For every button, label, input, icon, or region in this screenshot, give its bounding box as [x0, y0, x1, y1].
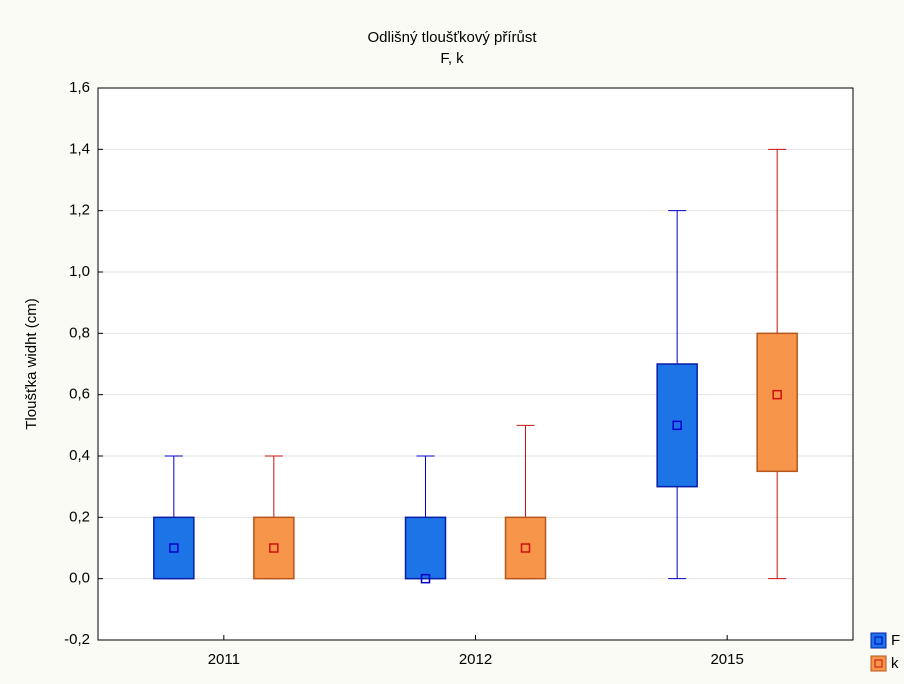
- box: [656, 363, 698, 488]
- plot-area: [98, 88, 853, 640]
- legend-marker: [874, 636, 883, 645]
- box: [404, 516, 447, 580]
- box: [504, 516, 547, 580]
- y-tick-label: 0,2: [69, 508, 90, 525]
- median-marker: [520, 543, 531, 553]
- box: [153, 516, 195, 580]
- box: [253, 516, 295, 580]
- legend-swatch: [870, 632, 887, 649]
- median-marker: [420, 573, 431, 584]
- median-marker: [672, 420, 682, 431]
- y-tick-label: 0,0: [69, 570, 90, 587]
- median-marker: [169, 543, 179, 553]
- x-tick-label: 2015: [710, 651, 743, 668]
- box: [756, 332, 798, 473]
- y-tick-label: -0,2: [64, 631, 90, 648]
- chart-subtitle: F, k: [440, 50, 464, 67]
- y-tick-label: 1,0: [69, 263, 90, 280]
- median-marker: [269, 543, 279, 553]
- chart-title: Odlišný tloušťkový přírůst: [367, 29, 537, 46]
- x-tick-label: 2011: [208, 651, 240, 668]
- y-tick-label: 1,2: [69, 202, 90, 219]
- y-tick-label: 0,8: [69, 324, 90, 341]
- legend-swatch: [870, 655, 887, 672]
- median-marker: [772, 389, 782, 400]
- y-tick-label: 0,6: [69, 386, 90, 403]
- legend-marker: [874, 659, 883, 668]
- y-tick-label: 1,4: [69, 140, 90, 157]
- y-tick-label: 0,4: [69, 447, 90, 464]
- legend-label: k: [891, 655, 899, 672]
- y-tick-label: 1,6: [69, 79, 90, 96]
- legend-label: F: [891, 632, 900, 649]
- x-tick-label: 2012: [459, 651, 492, 668]
- y-axis-label: Tloušťka widht (cm): [23, 298, 40, 429]
